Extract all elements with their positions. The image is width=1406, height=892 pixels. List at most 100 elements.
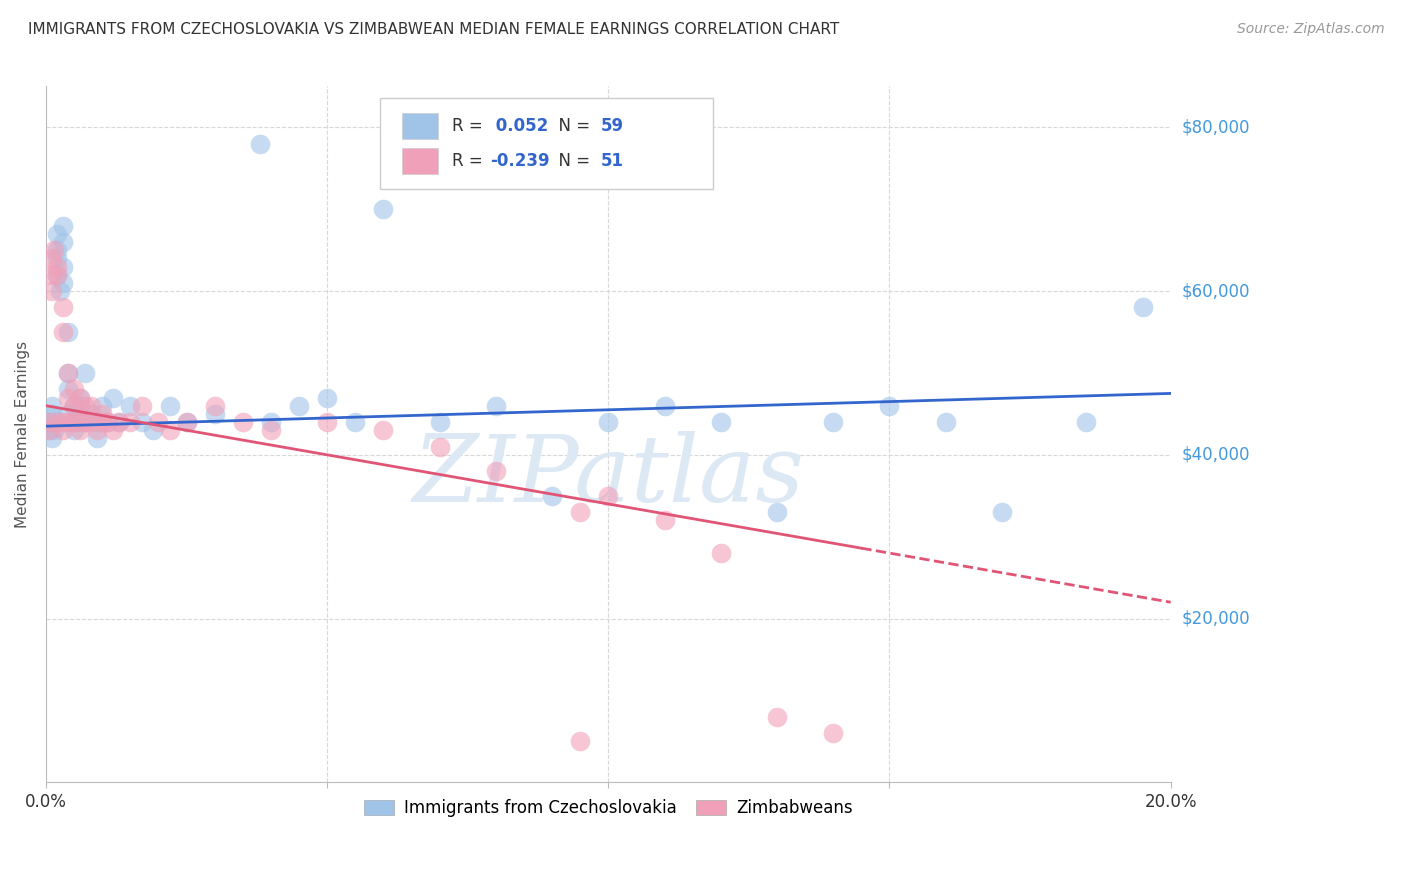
Point: [49, 284, 72, 298]
Point: [63, 382, 86, 396]
Point: [288, 399, 311, 413]
Point: [103, 423, 125, 437]
Point: [46, 260, 69, 274]
Point: [766, 710, 789, 724]
Point: [75, 415, 97, 429]
Point: [108, 415, 131, 429]
Point: [75, 399, 97, 413]
Point: [41, 268, 63, 282]
Point: [52, 235, 75, 249]
Point: [120, 399, 142, 413]
Point: [69, 391, 91, 405]
Text: 51: 51: [600, 152, 623, 169]
Point: [52, 415, 75, 429]
Text: -0.239: -0.239: [491, 152, 550, 169]
FancyBboxPatch shape: [402, 147, 439, 174]
Point: [654, 513, 676, 527]
Point: [232, 415, 254, 429]
Point: [58, 407, 80, 421]
Point: [97, 415, 120, 429]
Point: [52, 260, 75, 274]
Point: [204, 407, 226, 421]
Point: [41, 399, 63, 413]
Point: [823, 726, 845, 740]
Point: [86, 432, 108, 446]
Point: [86, 415, 108, 429]
Text: 0.052: 0.052: [491, 117, 548, 135]
Point: [44, 415, 66, 429]
Point: [69, 391, 91, 405]
Point: [69, 423, 91, 437]
Point: [569, 505, 592, 519]
Point: [260, 423, 283, 437]
Point: [58, 366, 80, 380]
Point: [86, 423, 108, 437]
Point: [63, 399, 86, 413]
Point: [63, 423, 86, 437]
Point: [37, 415, 59, 429]
Point: [91, 407, 114, 421]
Point: [46, 243, 69, 257]
Point: [935, 415, 957, 429]
Point: [46, 227, 69, 241]
Point: [44, 423, 66, 437]
Point: [429, 415, 451, 429]
Point: [46, 268, 69, 282]
Point: [44, 243, 66, 257]
Point: [41, 432, 63, 446]
Point: [429, 440, 451, 454]
Point: [1132, 301, 1154, 315]
Point: [38, 415, 60, 429]
Point: [204, 399, 226, 413]
Text: N =: N =: [547, 152, 595, 169]
Point: [91, 415, 114, 429]
Point: [52, 219, 75, 233]
Point: [485, 399, 508, 413]
Text: R =: R =: [451, 117, 488, 135]
Text: $80,000: $80,000: [1182, 119, 1250, 136]
FancyBboxPatch shape: [402, 112, 439, 139]
Point: [46, 252, 69, 266]
Point: [879, 399, 901, 413]
Text: $60,000: $60,000: [1182, 282, 1250, 300]
Point: [1076, 415, 1098, 429]
Point: [63, 415, 86, 429]
Point: [108, 415, 131, 429]
Point: [46, 415, 69, 429]
Point: [69, 399, 91, 413]
Point: [316, 391, 339, 405]
Point: [41, 284, 63, 298]
Text: N =: N =: [547, 117, 595, 135]
Point: [654, 399, 676, 413]
Point: [598, 489, 620, 503]
Point: [823, 415, 845, 429]
Point: [766, 505, 789, 519]
Point: [159, 399, 181, 413]
Point: [58, 325, 80, 339]
Point: [41, 407, 63, 421]
Text: ZIPatlas: ZIPatlas: [412, 431, 804, 521]
Point: [58, 382, 80, 396]
Point: [131, 415, 153, 429]
Point: [249, 136, 271, 151]
Point: [58, 415, 80, 429]
Point: [52, 423, 75, 437]
Point: [710, 415, 733, 429]
Point: [97, 415, 120, 429]
Text: R =: R =: [451, 152, 488, 169]
Point: [63, 415, 86, 429]
Point: [159, 423, 181, 437]
Point: [58, 366, 80, 380]
Point: [176, 415, 198, 429]
Point: [69, 415, 91, 429]
Point: [46, 268, 69, 282]
Point: [316, 415, 339, 429]
Point: [80, 415, 103, 429]
Point: [598, 415, 620, 429]
Point: [41, 252, 63, 266]
Point: [541, 489, 564, 503]
Text: $20,000: $20,000: [1182, 609, 1250, 628]
Point: [260, 415, 283, 429]
Y-axis label: Median Female Earnings: Median Female Earnings: [15, 341, 30, 528]
Point: [131, 399, 153, 413]
